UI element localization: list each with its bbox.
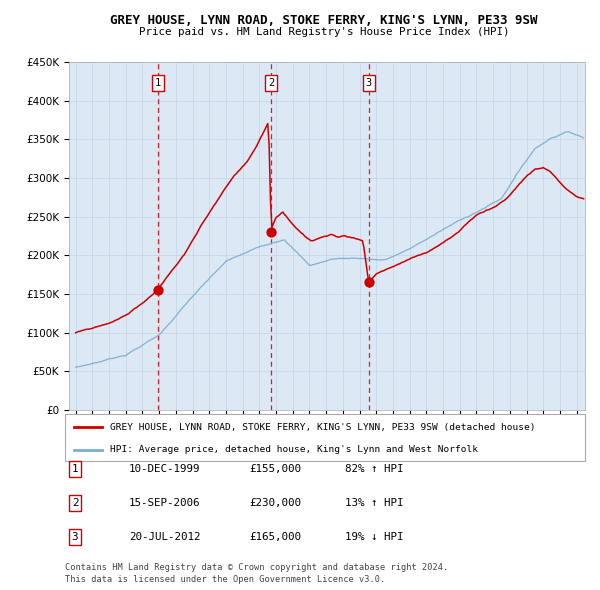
Text: £230,000: £230,000 bbox=[249, 498, 301, 507]
Text: 3: 3 bbox=[365, 78, 372, 88]
Point bbox=[153, 286, 163, 295]
Text: 10-DEC-1999: 10-DEC-1999 bbox=[129, 464, 200, 474]
Text: £165,000: £165,000 bbox=[249, 532, 301, 542]
Text: 82% ↑ HPI: 82% ↑ HPI bbox=[345, 464, 404, 474]
Text: 13% ↑ HPI: 13% ↑ HPI bbox=[345, 498, 404, 507]
Text: HPI: Average price, detached house, King's Lynn and West Norfolk: HPI: Average price, detached house, King… bbox=[110, 445, 478, 454]
Text: 3: 3 bbox=[72, 532, 78, 542]
Text: 15-SEP-2006: 15-SEP-2006 bbox=[129, 498, 200, 507]
Text: This data is licensed under the Open Government Licence v3.0.: This data is licensed under the Open Gov… bbox=[65, 575, 385, 584]
Point bbox=[266, 227, 276, 237]
Text: 1: 1 bbox=[155, 78, 161, 88]
Text: 20-JUL-2012: 20-JUL-2012 bbox=[129, 532, 200, 542]
Point bbox=[364, 278, 373, 287]
Text: GREY HOUSE, LYNN ROAD, STOKE FERRY, KING'S LYNN, PE33 9SW (detached house): GREY HOUSE, LYNN ROAD, STOKE FERRY, KING… bbox=[110, 423, 536, 432]
Text: 2: 2 bbox=[268, 78, 274, 88]
Text: £155,000: £155,000 bbox=[249, 464, 301, 474]
Text: Price paid vs. HM Land Registry's House Price Index (HPI): Price paid vs. HM Land Registry's House … bbox=[139, 28, 509, 37]
Text: Contains HM Land Registry data © Crown copyright and database right 2024.: Contains HM Land Registry data © Crown c… bbox=[65, 563, 448, 572]
FancyBboxPatch shape bbox=[65, 414, 585, 461]
Text: GREY HOUSE, LYNN ROAD, STOKE FERRY, KING'S LYNN, PE33 9SW: GREY HOUSE, LYNN ROAD, STOKE FERRY, KING… bbox=[110, 14, 538, 27]
Text: 19% ↓ HPI: 19% ↓ HPI bbox=[345, 532, 404, 542]
Text: 1: 1 bbox=[72, 464, 78, 474]
Text: 2: 2 bbox=[72, 498, 78, 507]
